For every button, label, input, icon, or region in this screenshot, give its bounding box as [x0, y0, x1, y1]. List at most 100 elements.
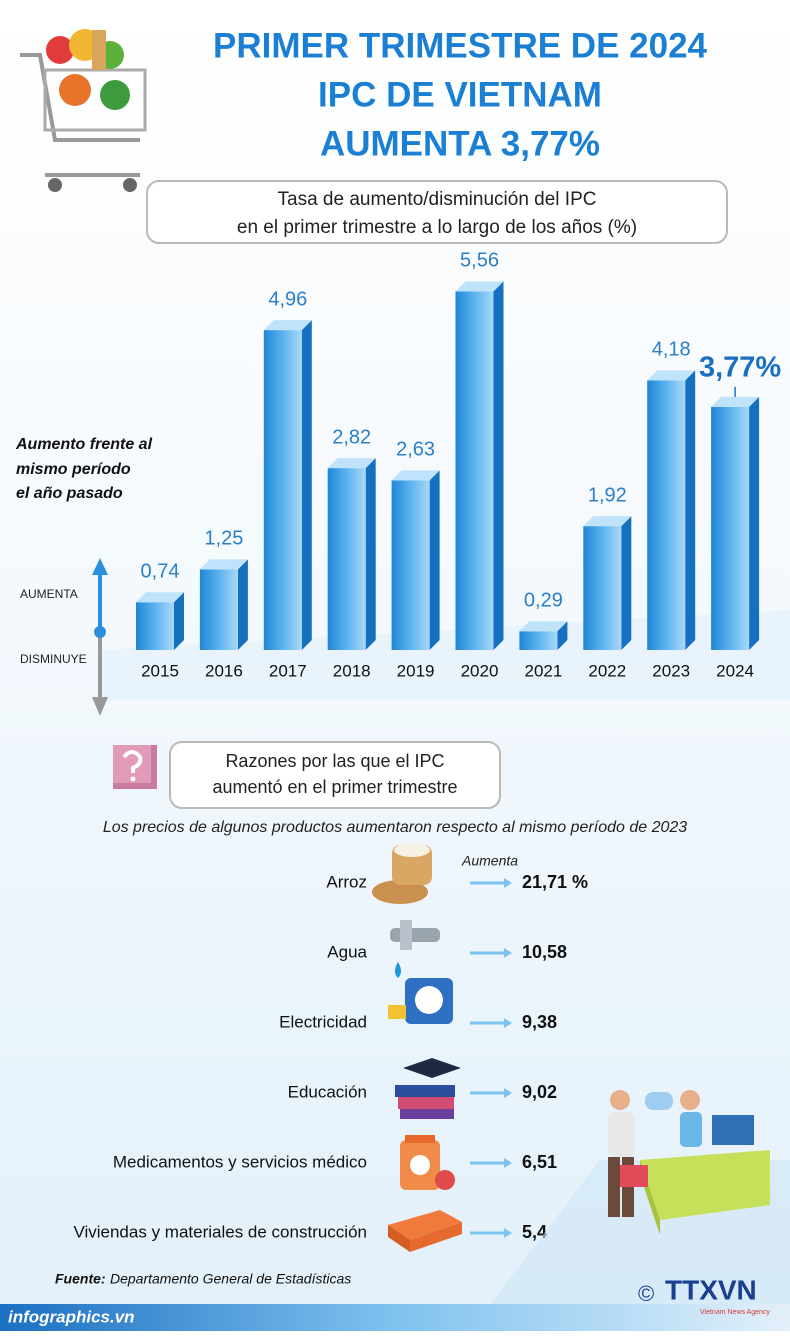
- agency-sub: Vietnam News Agency: [700, 1309, 770, 1316]
- x-tick-label: 2016: [205, 661, 243, 680]
- bar: [391, 480, 430, 650]
- item-arrow-head: [504, 878, 512, 888]
- item-arrow-head: [504, 1228, 512, 1238]
- item-icons: [372, 843, 462, 1252]
- bar: [455, 291, 494, 650]
- bar: [583, 526, 622, 650]
- bar: [647, 380, 686, 650]
- annotation: el año pasado: [16, 485, 123, 502]
- value-label: 5,56: [460, 250, 499, 272]
- item-arrow-head: [504, 1088, 512, 1098]
- annotation: Aumento frente al: [15, 436, 153, 453]
- bar: [136, 602, 174, 650]
- value-label: 2,63: [396, 439, 435, 461]
- bar: [327, 468, 366, 650]
- bar-top: [583, 516, 632, 527]
- bar-top: [327, 458, 376, 469]
- item-arrow-head: [504, 1158, 512, 1168]
- footer-strip: [0, 1304, 790, 1331]
- bar: [263, 330, 302, 650]
- item-label: Electricidad: [279, 1012, 367, 1031]
- item-label: Arroz: [326, 872, 367, 891]
- x-tick-label: 2024: [716, 661, 754, 680]
- column-header: Aumenta: [461, 853, 518, 869]
- value-label: 3,77%: [699, 351, 781, 383]
- source: Departamento General de Estadísticas: [110, 1271, 351, 1287]
- item-value: 9,38: [522, 1012, 557, 1032]
- x-tick-label: 2019: [397, 661, 435, 680]
- item-list: Arroz 21,71 % Agua 10,58 Electricidad 9,38 Edu…: [73, 872, 588, 1242]
- bar-top: [263, 320, 312, 331]
- bar-top: [711, 396, 760, 407]
- reasons-subtitle: Los precios de algunos productos aumenta…: [103, 819, 687, 836]
- x-tick-label: 2023: [652, 661, 690, 680]
- site: infographics.vn: [8, 1307, 135, 1326]
- question-icon: [113, 745, 157, 789]
- bar-top: [519, 621, 568, 632]
- title-line: IPC DE VIETNAM: [318, 75, 602, 114]
- reasons-title: aumentó en el primer trimestre: [212, 777, 457, 797]
- bar-side: [237, 559, 248, 650]
- x-tick-label: 2021: [524, 661, 562, 680]
- x-tick-label: 2020: [461, 661, 499, 680]
- bars: 0,74 2015 1,25 2016 4,96 2017 2,82 2018 2,63 2019…: [136, 250, 781, 680]
- direction-axis: [92, 558, 108, 716]
- agency: TTXVN: [665, 1274, 757, 1305]
- value-label: 1,25: [204, 528, 243, 550]
- bar-side: [365, 458, 376, 650]
- title-line: PRIMER TRIMESTRE DE 2024: [213, 26, 708, 65]
- item-label: Educación: [288, 1082, 367, 1101]
- x-tick-label: 2022: [588, 661, 626, 680]
- bar-side: [557, 621, 568, 650]
- value-label: 4,18: [652, 339, 691, 361]
- bar-top: [136, 592, 184, 603]
- item-label: Viviendas y materiales de construcción: [73, 1222, 367, 1241]
- bar-side: [301, 320, 312, 650]
- axis-down-label: DISMINUYE: [20, 652, 87, 666]
- bar-top: [647, 370, 696, 381]
- item-value: 9,02: [522, 1082, 557, 1102]
- item-arrow-head: [504, 1018, 512, 1028]
- bar-top: [199, 559, 248, 570]
- copyright: ©: [638, 1281, 654, 1306]
- chart-title: Tasa de aumento/disminución del IPC: [278, 189, 597, 210]
- reasons-title: Razones por las que el IPC: [225, 751, 444, 771]
- value-label: 2,82: [332, 426, 371, 448]
- value-label: 0,74: [141, 561, 180, 583]
- x-tick-label: 2017: [269, 661, 307, 680]
- bar: [199, 569, 238, 650]
- value-label: 0,29: [524, 590, 563, 612]
- axis-up-label: AUMENTA: [20, 587, 78, 601]
- bar-top: [455, 281, 504, 292]
- title: PRIMER TRIMESTRE DE 2024 IPC DE VIETNAM …: [213, 26, 708, 163]
- chart-subtitle: en el primer trimestre a lo largo de los…: [237, 217, 637, 238]
- bar: [519, 631, 558, 650]
- annotation: mismo período: [16, 461, 131, 478]
- cart-icon: [20, 29, 147, 192]
- item-label: Medicamentos y servicios médico: [113, 1152, 367, 1171]
- bar-side: [685, 370, 696, 650]
- title-line: AUMENTA 3,77%: [320, 124, 600, 163]
- bar-side: [749, 396, 760, 650]
- bar-top: [391, 470, 440, 481]
- chart-title-box: [146, 180, 728, 244]
- x-tick-label: 2018: [333, 661, 371, 680]
- bar-side: [174, 592, 184, 650]
- item-value: 5,4: [522, 1222, 547, 1242]
- source-label: Fuente:: [55, 1271, 106, 1287]
- value-label: 1,92: [588, 484, 627, 506]
- bar-side: [429, 470, 440, 650]
- x-tick-label: 2015: [141, 661, 179, 680]
- item-value: 6,51: [522, 1152, 557, 1172]
- bar-side: [621, 516, 632, 650]
- reasons-title-box: [169, 741, 501, 809]
- item-value: 10,58: [522, 942, 567, 962]
- item-value: 21,71 %: [522, 872, 588, 892]
- item-arrow-head: [504, 948, 512, 958]
- bar-side: [493, 281, 504, 650]
- item-label: Agua: [327, 942, 367, 961]
- shop-illustration: [470, 1090, 790, 1331]
- value-label: 4,96: [268, 288, 307, 310]
- bar: [711, 406, 750, 650]
